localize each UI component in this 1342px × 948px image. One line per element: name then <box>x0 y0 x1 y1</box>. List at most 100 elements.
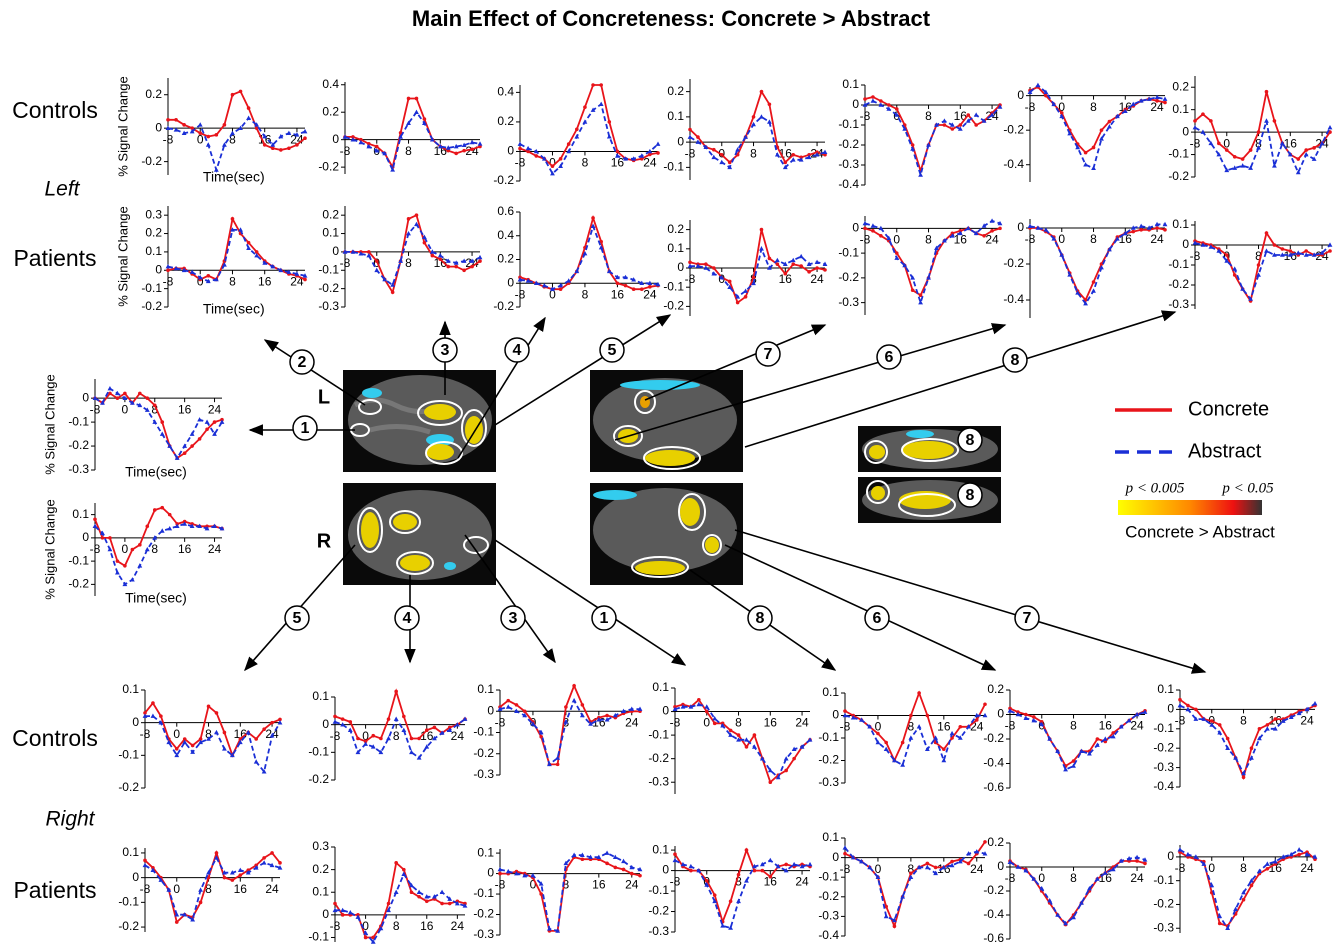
point <box>207 705 211 709</box>
point <box>270 721 274 725</box>
point <box>705 879 709 883</box>
y-tick-label: 0.1 <box>312 689 329 703</box>
x-tick-label: -8 <box>1190 249 1201 263</box>
y-tick-label: 0 <box>677 134 684 148</box>
x-tick-label: -8 <box>163 132 174 146</box>
point <box>884 741 888 745</box>
point <box>238 873 242 877</box>
point <box>160 506 164 510</box>
point <box>728 925 733 929</box>
y-tick-label: -0.1 <box>663 279 684 293</box>
x-tick-label: 8 <box>582 287 589 301</box>
series-line <box>145 853 280 922</box>
point <box>1242 898 1246 902</box>
x-tick-label: 16 <box>258 274 272 288</box>
point <box>1249 148 1253 152</box>
point <box>753 733 757 737</box>
point <box>498 872 502 876</box>
point <box>784 756 789 760</box>
x-tick-label: 8 <box>405 144 412 158</box>
point <box>223 876 227 880</box>
series-line <box>145 716 280 772</box>
point <box>223 731 227 735</box>
x-tick-label: 24 <box>1300 714 1314 728</box>
y-tick-label: 0.1 <box>822 830 839 844</box>
point <box>943 123 947 127</box>
y-tick-label: 0 <box>677 260 684 274</box>
series-line <box>675 850 810 922</box>
y-tick-label: 0.1 <box>1157 682 1174 696</box>
point <box>688 864 693 868</box>
series-line <box>1030 228 1165 300</box>
y-tick-label: 0.1 <box>652 842 669 856</box>
point <box>1250 746 1254 750</box>
y-tick-label: 0.1 <box>842 77 859 91</box>
series-line <box>95 508 222 566</box>
point <box>713 722 717 726</box>
series-line <box>1180 852 1315 926</box>
series-line <box>1010 711 1145 770</box>
point <box>470 147 474 151</box>
x-tick-label: -8 <box>1175 714 1186 728</box>
x-tick-label: -8 <box>1190 136 1201 150</box>
y-tick-label: -0.2 <box>663 299 684 313</box>
point <box>909 871 913 875</box>
point <box>1297 847 1302 851</box>
point <box>415 97 419 101</box>
y-tick-label: 0.2 <box>497 252 514 266</box>
x-tick-label: 8 <box>229 274 236 288</box>
legend-label: Concrete <box>1188 398 1269 420</box>
point <box>591 216 595 220</box>
y-tick-label: 0 <box>1182 237 1189 251</box>
y-tick-label: -0.1 <box>308 745 329 759</box>
point <box>599 102 604 106</box>
point <box>215 851 219 855</box>
region-number: 7 <box>1023 610 1032 627</box>
point <box>333 715 337 719</box>
x-tick-label: 8 <box>735 716 742 730</box>
point <box>572 698 577 702</box>
x-tick-label: 0 <box>703 716 710 730</box>
x-tick-label: 16 <box>178 402 192 416</box>
point <box>279 148 283 152</box>
point <box>295 143 299 147</box>
point <box>440 890 445 894</box>
point <box>556 763 560 767</box>
panel: 0.10-0.1-0.2-8081624 <box>118 682 282 794</box>
point <box>254 737 258 741</box>
point <box>160 431 165 435</box>
x-tick-label: 16 <box>592 878 606 892</box>
point <box>737 733 741 737</box>
y-tick-label: -0.1 <box>1168 147 1189 161</box>
colorbar-low: p < 0.005 <box>1125 480 1185 496</box>
point <box>206 142 211 146</box>
y-tick-label: 0.4 <box>497 85 514 99</box>
y-tick-label: 0.1 <box>667 241 684 255</box>
region-number: 3 <box>509 610 518 627</box>
series-line <box>845 848 985 921</box>
point <box>1312 146 1316 150</box>
point <box>410 737 414 741</box>
point <box>131 548 135 552</box>
point <box>768 858 773 862</box>
y-tick-label: 0 <box>487 866 494 880</box>
point <box>783 272 787 276</box>
series-line <box>865 221 1000 303</box>
point <box>166 118 170 122</box>
point <box>143 863 148 867</box>
point <box>607 120 611 124</box>
point <box>454 265 458 269</box>
point <box>287 146 291 150</box>
point <box>1135 859 1139 863</box>
x-tick-label: -8 <box>860 109 871 123</box>
point <box>138 392 142 396</box>
point <box>1266 723 1270 727</box>
point <box>246 116 251 120</box>
point <box>622 868 626 872</box>
point <box>728 161 732 165</box>
point <box>559 157 563 161</box>
y-tick-label: 0 <box>332 244 339 258</box>
point <box>1083 162 1088 166</box>
y-tick-label: -0.1 <box>473 725 494 739</box>
point <box>1092 146 1096 150</box>
